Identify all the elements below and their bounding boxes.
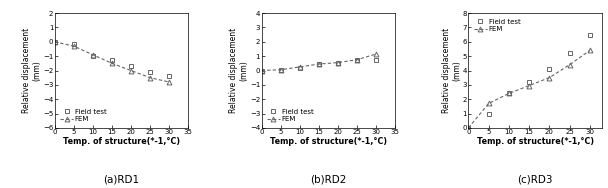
Field test xyxy=(296,67,303,69)
Line: FEM: FEM xyxy=(259,52,378,73)
Line: Field test: Field test xyxy=(466,32,592,130)
Line: FEM: FEM xyxy=(466,48,592,130)
Legend: Field test, FEM: Field test, FEM xyxy=(58,107,109,124)
FEM xyxy=(334,61,342,64)
FEM xyxy=(127,69,134,72)
FEM xyxy=(165,81,173,83)
FEM xyxy=(315,63,322,65)
FEM xyxy=(147,77,154,79)
FEM xyxy=(51,41,58,43)
X-axis label: Temp. of structure(*-1,°C): Temp. of structure(*-1,°C) xyxy=(63,137,180,146)
FEM xyxy=(586,49,593,52)
FEM xyxy=(70,45,77,47)
FEM xyxy=(465,127,472,129)
FEM xyxy=(546,77,553,79)
Line: Field test: Field test xyxy=(52,39,171,79)
FEM xyxy=(485,102,492,105)
Y-axis label: Relative displacement
(mm): Relative displacement (mm) xyxy=(229,28,249,113)
FEM xyxy=(277,69,285,71)
Text: (b)RD2: (b)RD2 xyxy=(310,174,347,184)
Y-axis label: Relative displacement
(mm): Relative displacement (mm) xyxy=(442,28,461,113)
Field test xyxy=(258,69,265,72)
Text: (a)RD1: (a)RD1 xyxy=(103,174,139,184)
Y-axis label: Relative displacement
(mm): Relative displacement (mm) xyxy=(22,28,41,113)
Field test xyxy=(315,63,322,65)
Field test xyxy=(334,61,342,64)
FEM xyxy=(505,92,513,95)
Line: FEM: FEM xyxy=(52,39,171,84)
FEM xyxy=(353,59,361,61)
Field test xyxy=(525,81,533,83)
Field test xyxy=(147,71,154,73)
X-axis label: Temp. of structure(*-1,°C): Temp. of structure(*-1,°C) xyxy=(477,137,594,146)
Field test xyxy=(586,33,593,36)
Legend: Field test, FEM: Field test, FEM xyxy=(265,107,316,124)
Field test xyxy=(277,69,285,71)
Field test xyxy=(108,59,116,62)
X-axis label: Temp. of structure(*-1,°C): Temp. of structure(*-1,°C) xyxy=(270,137,387,146)
Line: Field test: Field test xyxy=(259,57,378,73)
Field test xyxy=(70,43,77,45)
Field test xyxy=(89,55,97,57)
Field test xyxy=(165,75,173,77)
FEM xyxy=(525,84,533,87)
Field test xyxy=(51,41,58,43)
Field test xyxy=(566,52,573,55)
Field test xyxy=(546,68,553,70)
FEM xyxy=(372,53,379,55)
Field test xyxy=(127,65,134,67)
Field test xyxy=(372,59,379,61)
FEM xyxy=(108,62,116,64)
Field test xyxy=(485,112,492,115)
FEM xyxy=(258,69,265,72)
Field test xyxy=(505,92,513,95)
FEM xyxy=(89,54,97,56)
FEM xyxy=(296,66,303,68)
Legend: Field test, FEM: Field test, FEM xyxy=(472,17,522,34)
Text: (c)RD3: (c)RD3 xyxy=(517,174,553,184)
FEM xyxy=(566,64,573,66)
Field test xyxy=(465,127,472,129)
Field test xyxy=(353,59,361,61)
